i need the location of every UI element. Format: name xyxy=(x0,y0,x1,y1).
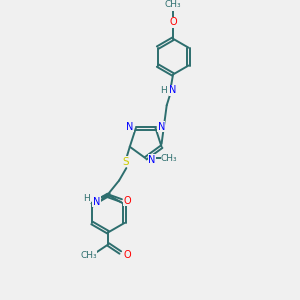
Text: N: N xyxy=(126,122,134,132)
Text: N: N xyxy=(148,155,156,165)
Text: CH₃: CH₃ xyxy=(161,154,178,163)
Text: CH₃: CH₃ xyxy=(165,0,182,9)
Text: O: O xyxy=(124,196,132,206)
Text: S: S xyxy=(122,157,129,167)
Text: N: N xyxy=(169,85,177,95)
Text: N: N xyxy=(158,122,165,132)
Text: N: N xyxy=(93,197,100,207)
Text: O: O xyxy=(123,250,131,260)
Text: O: O xyxy=(169,17,177,27)
Text: CH₃: CH₃ xyxy=(80,251,97,260)
Text: H: H xyxy=(160,86,166,95)
Text: H: H xyxy=(83,194,90,203)
